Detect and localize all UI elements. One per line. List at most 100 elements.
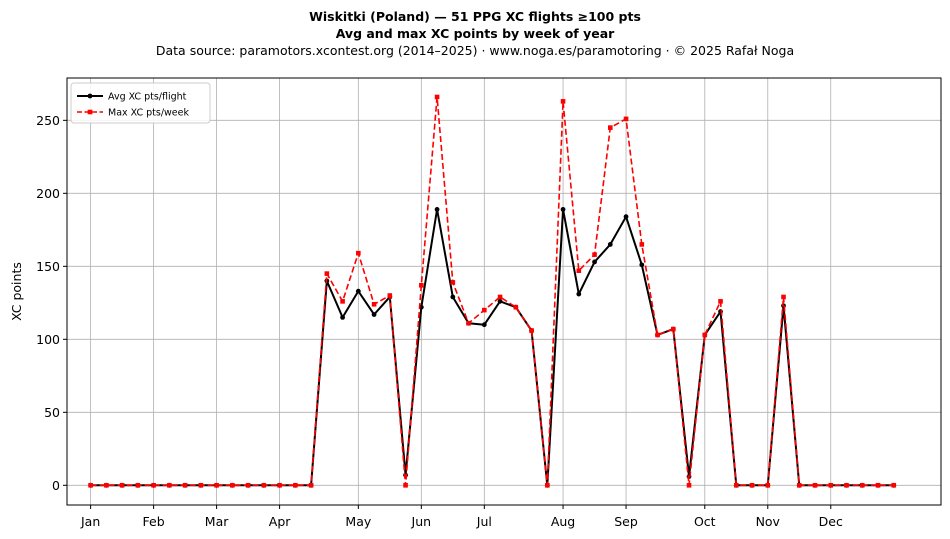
- data-point: [875, 482, 881, 488]
- data-point: [371, 312, 377, 317]
- data-point: [434, 206, 440, 212]
- data-point: [88, 482, 93, 488]
- data-point: [324, 271, 330, 276]
- x-tick-label: Jan: [80, 514, 100, 529]
- data-point: [623, 116, 629, 122]
- data-point: [686, 482, 692, 488]
- series-avg: [88, 206, 897, 488]
- data-point: [592, 252, 597, 257]
- data-point: [104, 482, 109, 488]
- data-point: [670, 326, 676, 332]
- legend-marker: [87, 109, 93, 115]
- x-tick-label: Apr: [269, 514, 291, 529]
- x-tick-label: Sep: [614, 514, 638, 529]
- legend-label: Max XC pts/week: [108, 108, 189, 119]
- y-tick-label: 150: [36, 259, 60, 274]
- data-point: [796, 482, 802, 488]
- data-point: [450, 294, 456, 300]
- data-point: [607, 242, 613, 247]
- data-point: [481, 322, 487, 328]
- data-point: [545, 482, 550, 488]
- data-point: [749, 482, 755, 488]
- data-point: [576, 291, 582, 297]
- data-point: [261, 482, 267, 488]
- data-point: [182, 482, 188, 488]
- series-max: [88, 94, 897, 488]
- data-point: [765, 482, 771, 488]
- data-point: [607, 125, 613, 130]
- data-point: [560, 206, 566, 212]
- data-point: [355, 288, 361, 294]
- x-tick-label: Jun: [411, 514, 432, 529]
- data-point: [733, 482, 739, 488]
- data-point: [576, 268, 582, 273]
- data-point: [592, 259, 597, 265]
- data-point: [198, 482, 204, 488]
- data-point: [781, 294, 786, 300]
- x-tick-label: Mar: [205, 514, 229, 529]
- y-axis-label: XC points: [9, 262, 24, 321]
- data-point: [167, 482, 172, 488]
- legend-marker: [87, 93, 93, 99]
- chart-subtitle: Avg and max XC points by week of year: [335, 26, 615, 41]
- data-point: [812, 482, 818, 488]
- data-point: [308, 482, 314, 488]
- data-point: [497, 298, 503, 304]
- x-tick-label: Nov: [756, 514, 781, 529]
- series-line: [90, 96, 894, 487]
- data-point: [891, 482, 897, 488]
- data-point: [419, 282, 424, 288]
- data-point: [529, 328, 534, 333]
- data-point: [639, 262, 645, 268]
- data-point: [859, 482, 865, 488]
- x-tick-label: Oct: [694, 514, 716, 529]
- data-point: [230, 482, 235, 488]
- data-point: [482, 307, 487, 313]
- data-point: [245, 482, 251, 488]
- data-point: [466, 320, 471, 326]
- legend-box: [70, 82, 211, 124]
- data-point: [135, 482, 141, 488]
- y-tick-label: 200: [36, 186, 60, 201]
- data-point: [293, 482, 298, 488]
- y-tick-label: 50: [44, 405, 60, 420]
- chart-title: Wiskitki (Poland) — 51 PPG XC flights ≥1…: [309, 9, 641, 24]
- data-point: [151, 482, 156, 488]
- data-point: [497, 294, 503, 300]
- legend: Avg XC pts/flight Max XC pts/week: [70, 82, 211, 124]
- plot-frame: [66, 77, 942, 506]
- x-tick-label: Dec: [819, 514, 843, 529]
- series-line: [90, 208, 894, 487]
- data-point: [828, 482, 834, 488]
- data-point: [119, 482, 125, 488]
- data-point: [371, 301, 377, 307]
- data-point: [340, 315, 345, 320]
- y-tick-label: 0: [52, 478, 60, 493]
- data-point: [340, 299, 345, 304]
- data-point: [450, 280, 456, 285]
- data-point: [702, 332, 708, 338]
- data-point: [623, 214, 629, 220]
- data-point: [403, 482, 408, 488]
- grid-lines: [67, 78, 941, 505]
- chart-source-line: Data source: paramotors.xcontest.org (20…: [155, 43, 795, 58]
- data-point: [560, 99, 566, 104]
- y-tick-label: 100: [36, 332, 60, 347]
- data-point: [214, 482, 219, 488]
- data-point: [844, 482, 849, 488]
- x-tick-label: Jul: [476, 514, 492, 529]
- legend-label: Avg XC pts/flight: [108, 92, 187, 103]
- data-point: [655, 332, 660, 338]
- data-point: [639, 242, 645, 247]
- data-point: [513, 304, 519, 310]
- chart-title-block: Wiskitki (Poland) — 51 PPG XC flights ≥1…: [0, 8, 950, 59]
- x-tick-label: Feb: [143, 514, 165, 529]
- x-tick-label: Aug: [551, 514, 575, 529]
- data-point: [356, 250, 361, 256]
- data-point: [434, 94, 440, 100]
- data-point: [387, 293, 393, 298]
- data-point: [277, 482, 282, 488]
- x-tick-label: May: [345, 514, 371, 529]
- y-tick-label: 250: [36, 113, 60, 128]
